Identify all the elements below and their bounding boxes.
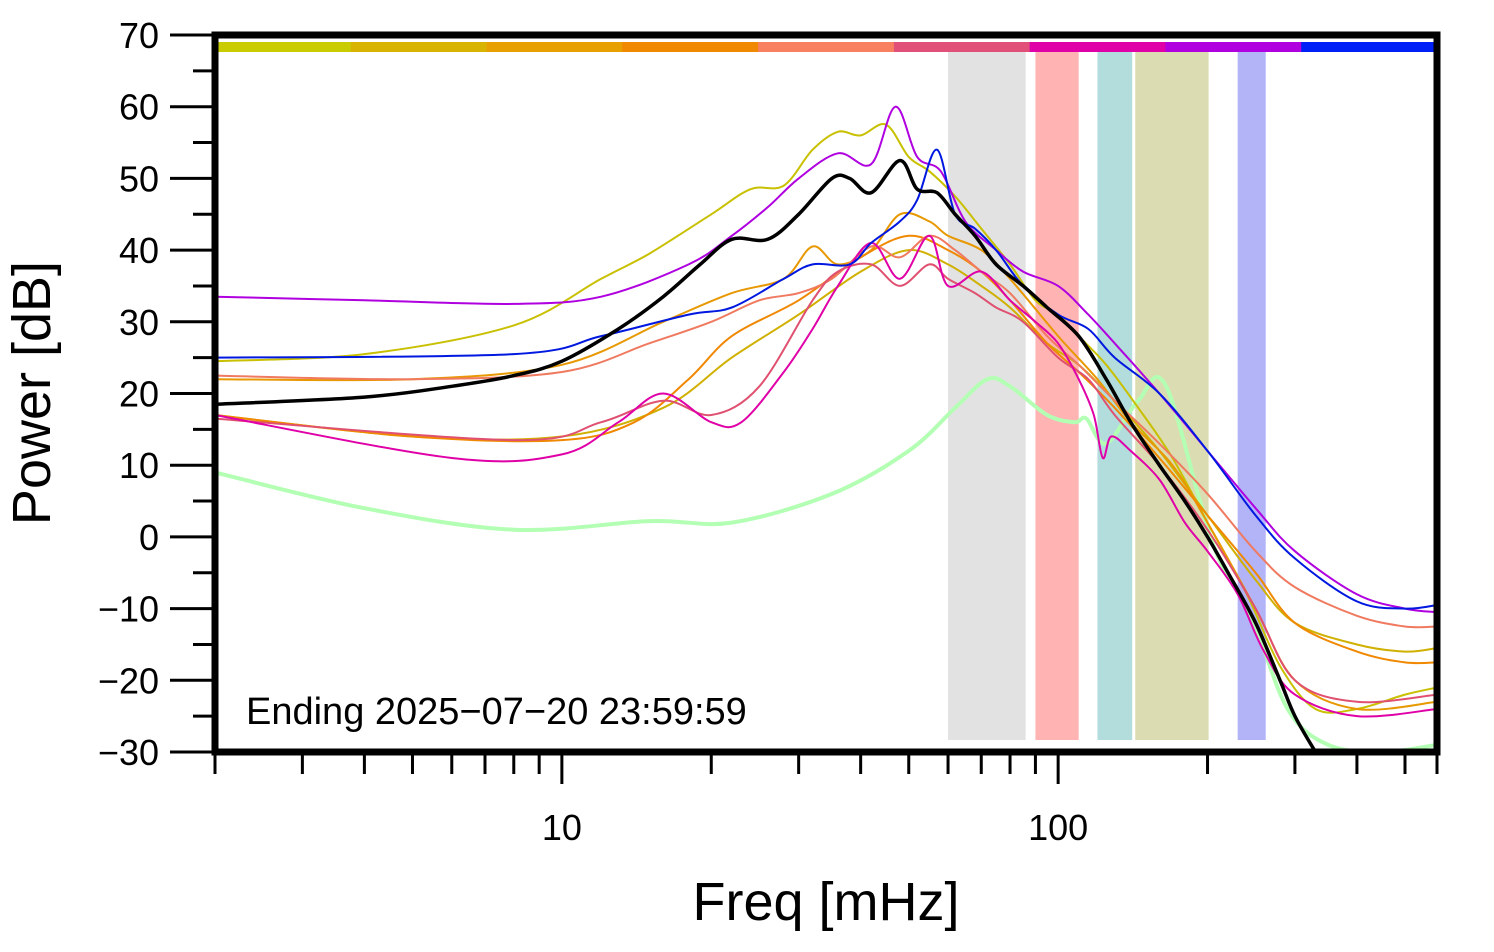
band-0 (948, 52, 1026, 740)
color-bar-segment-2 (486, 42, 623, 52)
x-axis: 10 100 (213, 752, 1439, 848)
y-axis-title: Power [dB] (2, 261, 62, 525)
color-bar-segment-3 (622, 42, 759, 52)
series-line-10 (214, 158, 1318, 753)
annotation-text: Ending 2025−07−20 23:59:59 (246, 691, 747, 733)
color-bar (215, 42, 1438, 52)
y-tick-label: 30 (119, 302, 159, 343)
series-line-6 (214, 262, 1438, 704)
y-tick-label: −20 (98, 660, 159, 701)
y-axis: −30 −20 −10 0 10 20 30 40 50 60 70 (98, 15, 215, 773)
series-line-5 (214, 234, 1438, 629)
y-tick-label: 50 (119, 158, 159, 199)
series-line-3 (214, 211, 1438, 711)
color-bar-segment-4 (758, 42, 895, 52)
x-tick-label: 10 (542, 807, 582, 848)
color-bar-segment-7 (1165, 42, 1302, 52)
band-1 (1035, 52, 1079, 740)
color-bar-segment-1 (350, 42, 488, 52)
y-tick-label: 10 (119, 445, 159, 486)
series-line-7 (214, 234, 1438, 718)
color-bar-segment-6 (1029, 42, 1166, 52)
x-tick-label: 100 (1028, 807, 1088, 848)
y-tick-label: 20 (119, 374, 159, 415)
y-tick-label: −10 (98, 589, 159, 630)
color-bar-segment-0 (215, 42, 352, 52)
y-tick-label: 0 (139, 517, 159, 558)
color-bar-segment-5 (893, 42, 1031, 52)
y-tick-label: −30 (98, 732, 159, 773)
y-tick-label: 70 (119, 15, 159, 56)
color-bar-segment-8 (1301, 42, 1438, 52)
series-line-2 (214, 249, 1438, 653)
y-tick-label: 60 (119, 87, 159, 128)
x-axis-title: Freq [mHz] (692, 872, 959, 932)
frequency-bands (948, 52, 1266, 740)
y-tick-label: 40 (119, 230, 159, 271)
series-line-8 (214, 105, 1438, 614)
spectrum-series (214, 105, 1438, 754)
